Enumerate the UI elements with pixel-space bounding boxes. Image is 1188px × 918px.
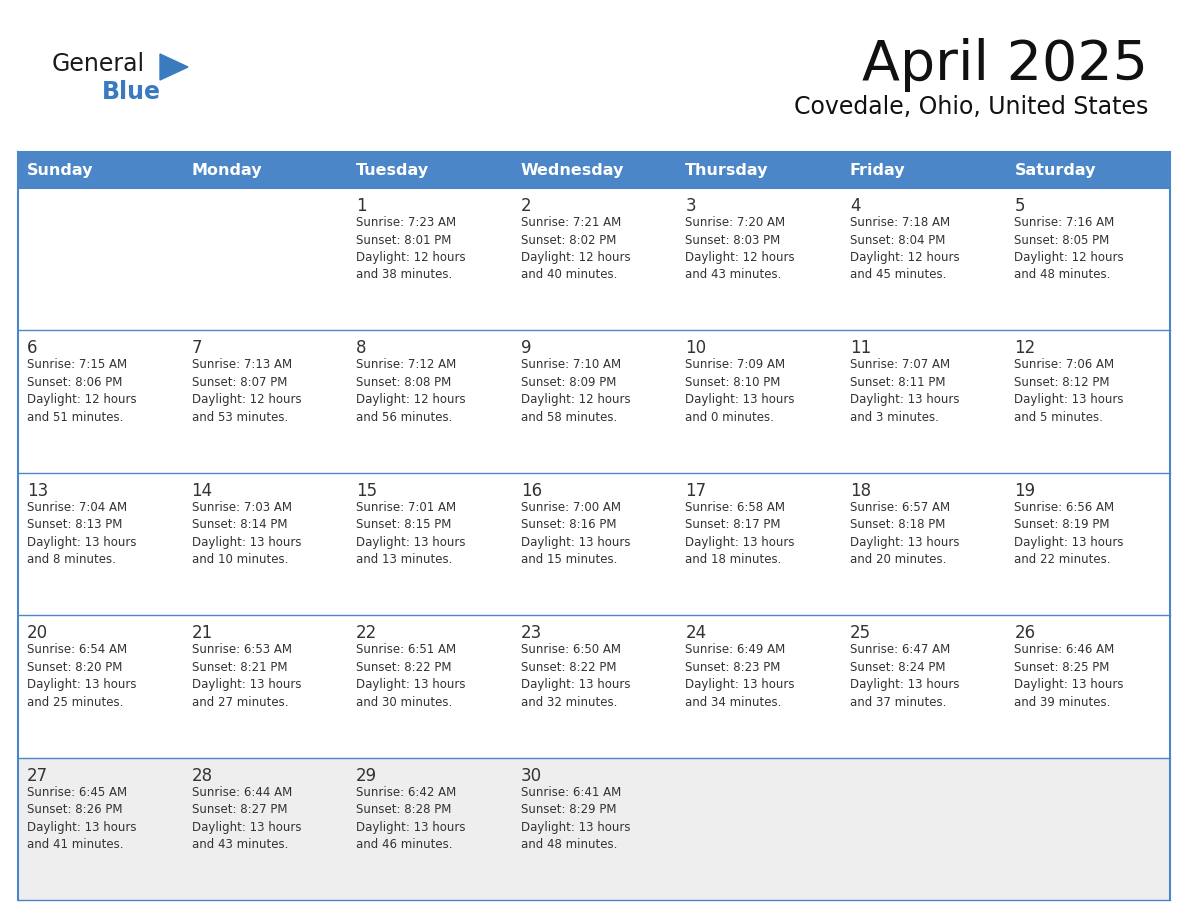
Text: 24: 24: [685, 624, 707, 643]
Text: Sunrise: 7:03 AM
Sunset: 8:14 PM
Daylight: 13 hours
and 10 minutes.: Sunrise: 7:03 AM Sunset: 8:14 PM Dayligh…: [191, 501, 301, 566]
Text: Sunrise: 7:23 AM
Sunset: 8:01 PM
Daylight: 12 hours
and 38 minutes.: Sunrise: 7:23 AM Sunset: 8:01 PM Dayligh…: [356, 216, 466, 282]
Text: 26: 26: [1015, 624, 1036, 643]
Text: 13: 13: [27, 482, 49, 499]
Text: Saturday: Saturday: [1015, 162, 1095, 177]
Text: Sunday: Sunday: [27, 162, 94, 177]
Text: Wednesday: Wednesday: [520, 162, 624, 177]
Text: 20: 20: [27, 624, 49, 643]
Bar: [18, 152, 1170, 900]
Bar: [18, 473, 1170, 615]
Text: Sunrise: 6:51 AM
Sunset: 8:22 PM
Daylight: 13 hours
and 30 minutes.: Sunrise: 6:51 AM Sunset: 8:22 PM Dayligh…: [356, 644, 466, 709]
Text: 29: 29: [356, 767, 378, 785]
Text: 22: 22: [356, 624, 378, 643]
Text: Sunrise: 6:54 AM
Sunset: 8:20 PM
Daylight: 13 hours
and 25 minutes.: Sunrise: 6:54 AM Sunset: 8:20 PM Dayligh…: [27, 644, 137, 709]
Text: 30: 30: [520, 767, 542, 785]
Text: 8: 8: [356, 340, 367, 357]
Text: Covedale, Ohio, United States: Covedale, Ohio, United States: [794, 95, 1148, 119]
Text: 28: 28: [191, 767, 213, 785]
Text: 16: 16: [520, 482, 542, 499]
Text: Sunrise: 6:49 AM
Sunset: 8:23 PM
Daylight: 13 hours
and 34 minutes.: Sunrise: 6:49 AM Sunset: 8:23 PM Dayligh…: [685, 644, 795, 709]
Text: 15: 15: [356, 482, 378, 499]
Bar: [18, 152, 1170, 188]
Text: Sunrise: 7:13 AM
Sunset: 8:07 PM
Daylight: 12 hours
and 53 minutes.: Sunrise: 7:13 AM Sunset: 8:07 PM Dayligh…: [191, 358, 302, 424]
Text: 14: 14: [191, 482, 213, 499]
Text: Friday: Friday: [849, 162, 905, 177]
Text: 17: 17: [685, 482, 707, 499]
Text: Thursday: Thursday: [685, 162, 769, 177]
Text: 5: 5: [1015, 197, 1025, 215]
Text: Sunrise: 7:00 AM
Sunset: 8:16 PM
Daylight: 13 hours
and 15 minutes.: Sunrise: 7:00 AM Sunset: 8:16 PM Dayligh…: [520, 501, 630, 566]
Text: Sunrise: 6:45 AM
Sunset: 8:26 PM
Daylight: 13 hours
and 41 minutes.: Sunrise: 6:45 AM Sunset: 8:26 PM Dayligh…: [27, 786, 137, 851]
Text: April 2025: April 2025: [862, 38, 1148, 92]
Text: Sunrise: 6:57 AM
Sunset: 8:18 PM
Daylight: 13 hours
and 20 minutes.: Sunrise: 6:57 AM Sunset: 8:18 PM Dayligh…: [849, 501, 960, 566]
Text: Sunrise: 7:01 AM
Sunset: 8:15 PM
Daylight: 13 hours
and 13 minutes.: Sunrise: 7:01 AM Sunset: 8:15 PM Dayligh…: [356, 501, 466, 566]
Text: 10: 10: [685, 340, 707, 357]
Text: 23: 23: [520, 624, 542, 643]
Text: Monday: Monday: [191, 162, 263, 177]
Text: Sunrise: 6:53 AM
Sunset: 8:21 PM
Daylight: 13 hours
and 27 minutes.: Sunrise: 6:53 AM Sunset: 8:21 PM Dayligh…: [191, 644, 301, 709]
Text: Sunrise: 6:58 AM
Sunset: 8:17 PM
Daylight: 13 hours
and 18 minutes.: Sunrise: 6:58 AM Sunset: 8:17 PM Dayligh…: [685, 501, 795, 566]
Text: Tuesday: Tuesday: [356, 162, 429, 177]
Text: Sunrise: 6:56 AM
Sunset: 8:19 PM
Daylight: 13 hours
and 22 minutes.: Sunrise: 6:56 AM Sunset: 8:19 PM Dayligh…: [1015, 501, 1124, 566]
Bar: [18, 615, 1170, 757]
Text: 2: 2: [520, 197, 531, 215]
Text: 19: 19: [1015, 482, 1036, 499]
Bar: [18, 757, 1170, 900]
Text: 12: 12: [1015, 340, 1036, 357]
Polygon shape: [160, 54, 188, 80]
Text: 25: 25: [849, 624, 871, 643]
Text: Sunrise: 7:07 AM
Sunset: 8:11 PM
Daylight: 13 hours
and 3 minutes.: Sunrise: 7:07 AM Sunset: 8:11 PM Dayligh…: [849, 358, 960, 424]
Text: Sunrise: 7:12 AM
Sunset: 8:08 PM
Daylight: 12 hours
and 56 minutes.: Sunrise: 7:12 AM Sunset: 8:08 PM Dayligh…: [356, 358, 466, 424]
Text: 6: 6: [27, 340, 38, 357]
Text: Sunrise: 6:47 AM
Sunset: 8:24 PM
Daylight: 13 hours
and 37 minutes.: Sunrise: 6:47 AM Sunset: 8:24 PM Dayligh…: [849, 644, 960, 709]
Text: Sunrise: 7:04 AM
Sunset: 8:13 PM
Daylight: 13 hours
and 8 minutes.: Sunrise: 7:04 AM Sunset: 8:13 PM Dayligh…: [27, 501, 137, 566]
Text: Sunrise: 6:41 AM
Sunset: 8:29 PM
Daylight: 13 hours
and 48 minutes.: Sunrise: 6:41 AM Sunset: 8:29 PM Dayligh…: [520, 786, 630, 851]
Text: Sunrise: 7:21 AM
Sunset: 8:02 PM
Daylight: 12 hours
and 40 minutes.: Sunrise: 7:21 AM Sunset: 8:02 PM Dayligh…: [520, 216, 631, 282]
Text: 3: 3: [685, 197, 696, 215]
Text: Sunrise: 7:18 AM
Sunset: 8:04 PM
Daylight: 12 hours
and 45 minutes.: Sunrise: 7:18 AM Sunset: 8:04 PM Dayligh…: [849, 216, 960, 282]
Text: Sunrise: 7:15 AM
Sunset: 8:06 PM
Daylight: 12 hours
and 51 minutes.: Sunrise: 7:15 AM Sunset: 8:06 PM Dayligh…: [27, 358, 137, 424]
Text: 7: 7: [191, 340, 202, 357]
Text: Sunrise: 6:50 AM
Sunset: 8:22 PM
Daylight: 13 hours
and 32 minutes.: Sunrise: 6:50 AM Sunset: 8:22 PM Dayligh…: [520, 644, 630, 709]
Text: 4: 4: [849, 197, 860, 215]
Text: 27: 27: [27, 767, 49, 785]
Text: Blue: Blue: [102, 80, 162, 104]
Text: Sunrise: 6:46 AM
Sunset: 8:25 PM
Daylight: 13 hours
and 39 minutes.: Sunrise: 6:46 AM Sunset: 8:25 PM Dayligh…: [1015, 644, 1124, 709]
Bar: [18, 188, 1170, 330]
Text: Sunrise: 7:16 AM
Sunset: 8:05 PM
Daylight: 12 hours
and 48 minutes.: Sunrise: 7:16 AM Sunset: 8:05 PM Dayligh…: [1015, 216, 1124, 282]
Text: 1: 1: [356, 197, 367, 215]
Text: Sunrise: 7:06 AM
Sunset: 8:12 PM
Daylight: 13 hours
and 5 minutes.: Sunrise: 7:06 AM Sunset: 8:12 PM Dayligh…: [1015, 358, 1124, 424]
Text: General: General: [52, 52, 145, 76]
Text: 11: 11: [849, 340, 871, 357]
Bar: [18, 330, 1170, 473]
Text: Sunrise: 6:44 AM
Sunset: 8:27 PM
Daylight: 13 hours
and 43 minutes.: Sunrise: 6:44 AM Sunset: 8:27 PM Dayligh…: [191, 786, 301, 851]
Text: Sunrise: 7:10 AM
Sunset: 8:09 PM
Daylight: 12 hours
and 58 minutes.: Sunrise: 7:10 AM Sunset: 8:09 PM Dayligh…: [520, 358, 631, 424]
Text: 18: 18: [849, 482, 871, 499]
Text: Sunrise: 7:20 AM
Sunset: 8:03 PM
Daylight: 12 hours
and 43 minutes.: Sunrise: 7:20 AM Sunset: 8:03 PM Dayligh…: [685, 216, 795, 282]
Text: 21: 21: [191, 624, 213, 643]
Text: Sunrise: 6:42 AM
Sunset: 8:28 PM
Daylight: 13 hours
and 46 minutes.: Sunrise: 6:42 AM Sunset: 8:28 PM Dayligh…: [356, 786, 466, 851]
Text: Sunrise: 7:09 AM
Sunset: 8:10 PM
Daylight: 13 hours
and 0 minutes.: Sunrise: 7:09 AM Sunset: 8:10 PM Dayligh…: [685, 358, 795, 424]
Text: 9: 9: [520, 340, 531, 357]
